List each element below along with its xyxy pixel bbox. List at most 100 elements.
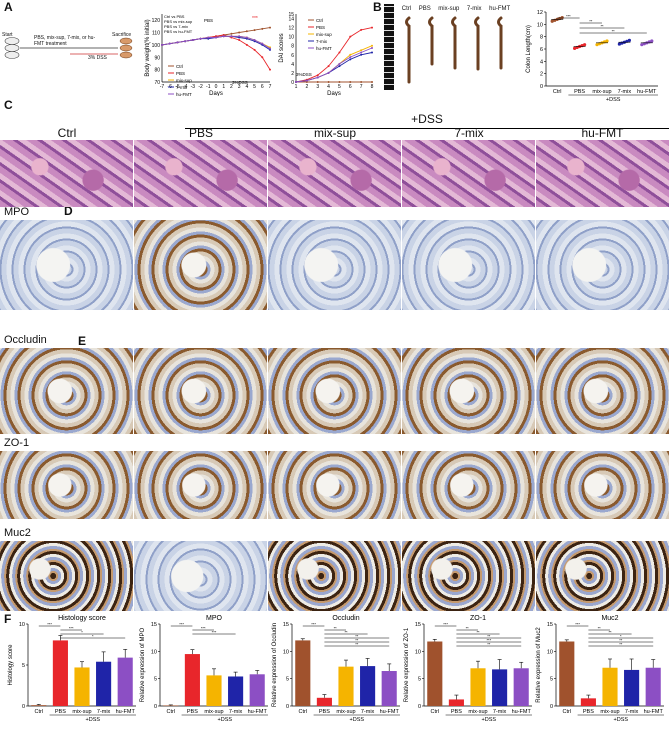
- occludin-image-7-mix: [402, 348, 535, 434]
- x-tick-label: 7-mix: [625, 709, 639, 715]
- x-tick-label: PBS: [187, 709, 198, 715]
- x-tick-label: 0: [215, 84, 218, 90]
- x-tick-label: 7-mix: [97, 709, 111, 715]
- x-tick-label: 8: [371, 84, 374, 90]
- y-tick-label: 15: [415, 622, 421, 628]
- data-point: [371, 44, 373, 47]
- bar: [206, 675, 222, 706]
- x-tick-label: hu-FMT: [116, 709, 136, 715]
- zo1-image-ctrl: [0, 451, 133, 519]
- zo1-image-hu-fmt: [536, 451, 669, 519]
- y-tick-label: 90: [154, 55, 160, 61]
- sig-label: **: [355, 634, 359, 639]
- occludin-image-mix-sup: [268, 348, 401, 434]
- chart-title: Histology score: [58, 615, 106, 622]
- data-point: [222, 35, 225, 38]
- data-point: [245, 36, 248, 39]
- x-tick-label: hu-FMT: [637, 89, 657, 95]
- x-tick-label: -2: [198, 84, 203, 90]
- sig-label: **: [466, 626, 470, 631]
- x-tick-label: 6: [261, 84, 264, 90]
- sig-label: **: [355, 638, 359, 643]
- mpo-image-7-mix: [402, 220, 535, 310]
- y-axis-label: DAI scores: [279, 33, 285, 62]
- y-tick-label: 6: [291, 53, 294, 59]
- x-tick-label: 7: [360, 84, 363, 90]
- data-point: [573, 46, 577, 50]
- legend-entry: Ctrl: [176, 64, 183, 69]
- bar: [381, 671, 397, 706]
- x-tick-label: PBS: [574, 89, 585, 95]
- mouse-group-icon: [119, 37, 133, 59]
- bar: [96, 661, 112, 706]
- sig-label: **: [619, 638, 623, 643]
- ruler-icon: [384, 4, 394, 90]
- y-tick-label: 0: [22, 704, 25, 710]
- y-axis-label: Relative expression of ZO-1: [404, 627, 410, 702]
- data-point: [360, 49, 363, 52]
- x-tick-label: 1: [222, 84, 225, 90]
- data-point: [176, 41, 179, 44]
- data-point: [327, 81, 330, 83]
- x-tick-label: -4: [183, 84, 188, 90]
- x-tick-label: 7-mix: [361, 709, 375, 715]
- data-point: [349, 53, 352, 56]
- data-point: [371, 51, 373, 54]
- bar: [645, 667, 661, 706]
- schematic-svg: [4, 37, 133, 59]
- y-tick-label: 0: [291, 80, 294, 86]
- y-tick-label: 15: [547, 622, 553, 628]
- x-tick-label: PBS: [55, 709, 66, 715]
- bar: [249, 674, 265, 706]
- y-tick-label: 15: [283, 622, 289, 628]
- legend-entry: Ctrl: [316, 18, 323, 23]
- data-point: [238, 35, 241, 38]
- data-point: [238, 31, 241, 34]
- data-point: [316, 76, 319, 79]
- row-label-zo1: ZO-1: [4, 437, 30, 449]
- data-point: [338, 51, 341, 54]
- sig-label: *: [92, 634, 94, 639]
- bar: [470, 668, 486, 706]
- schematic-dss: 3% DSS: [88, 55, 107, 61]
- muc2-image-hu-fmt: [536, 541, 669, 611]
- bar: [427, 641, 443, 706]
- y-tick-label: 0: [286, 704, 289, 710]
- y-tick-label: 80: [154, 68, 160, 74]
- data-point: [199, 37, 202, 40]
- sig-label: **: [619, 642, 623, 647]
- y-axis-label: Histology score: [8, 644, 14, 686]
- data-point: [184, 40, 187, 43]
- he-image-pbs: [134, 140, 267, 207]
- y-axis-label: Relative expression of Muc2: [536, 627, 542, 703]
- x-tick-label: mix-sup: [468, 709, 487, 715]
- data-point: [617, 42, 621, 46]
- colon-specimen-mixsup: [451, 16, 457, 70]
- sig-label: ***: [486, 638, 491, 643]
- x-axis-label: Days: [327, 91, 341, 96]
- zo1-image-pbs: [134, 451, 267, 519]
- x-tick-label: -7: [160, 84, 165, 90]
- legend-entry: PBS: [176, 71, 185, 76]
- pbs-mark: PBS: [204, 18, 213, 23]
- data-point: [371, 47, 373, 49]
- x-tick-label: 7-mix: [493, 709, 507, 715]
- x-tick-label: mix-sup: [204, 709, 223, 715]
- schematic-start: Start: [2, 32, 13, 38]
- x-tick-label: 2: [230, 84, 233, 90]
- dss-group-label: +DSS: [411, 112, 443, 126]
- x-tick-label: Ctrl: [431, 709, 440, 715]
- y-tick-label: 5: [550, 677, 553, 683]
- x-tick-label: hu-FMT: [380, 709, 400, 715]
- x-tick-label: 4: [245, 84, 248, 90]
- y-tick-label: 0: [540, 84, 543, 90]
- colon-length-chart: 0 2 4 6 8 10 12 Colon Length(cm) Ctrl PBS mix-sup 7…: [526, 10, 658, 102]
- legend-entry: hu-FMT: [316, 46, 332, 51]
- sig-label: ***: [179, 622, 184, 627]
- row-label-occludin: Occludin: [4, 334, 47, 346]
- column-header-7-mix: 7-mix: [454, 126, 484, 140]
- bar: [338, 666, 354, 706]
- x-tick-label: Ctrl: [299, 709, 308, 715]
- row-label-mpo: MPO: [4, 206, 30, 218]
- dss-group-line: [185, 128, 669, 129]
